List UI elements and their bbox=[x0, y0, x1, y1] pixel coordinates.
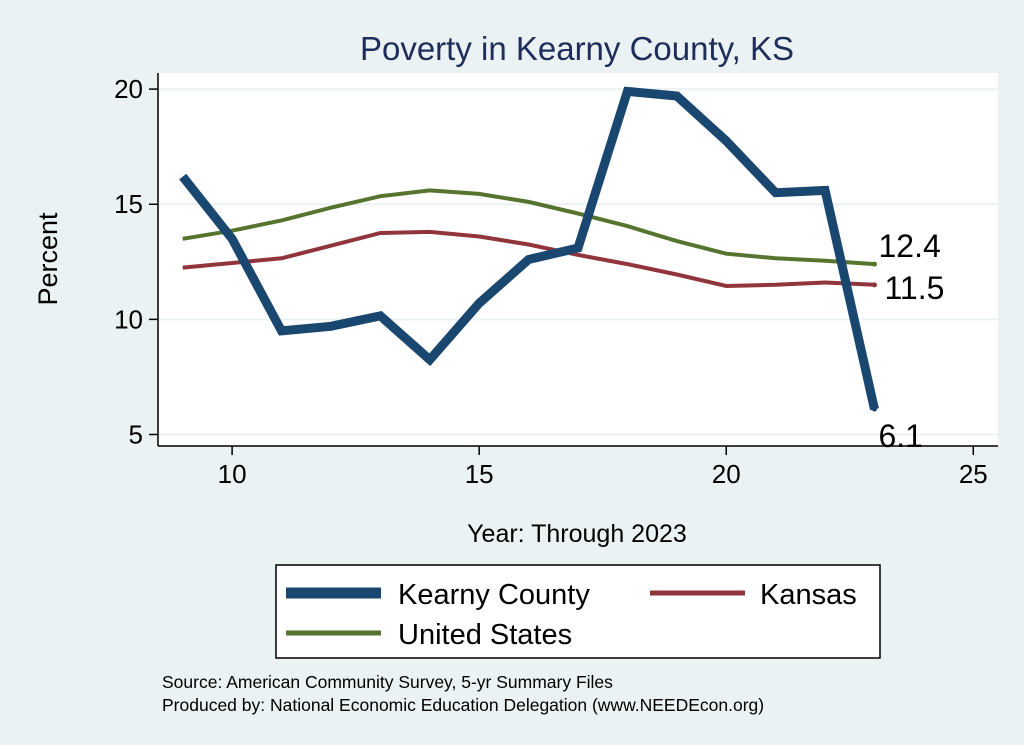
produced-by-note: Produced by: National Economic Education… bbox=[162, 695, 764, 715]
x-tick-label: 25 bbox=[959, 459, 988, 489]
end-label-kansas: 11.5 bbox=[884, 270, 944, 306]
series-line-united-states bbox=[182, 188, 875, 267]
series-end-point-kansas bbox=[871, 282, 877, 288]
end-labels: 6.1 11.5 12.4 bbox=[878, 228, 944, 454]
y-tick-label: 20 bbox=[114, 74, 143, 104]
y-tick-label: 10 bbox=[114, 304, 143, 334]
x-tick-label: 10 bbox=[218, 459, 247, 489]
legend-box bbox=[275, 564, 881, 659]
y-tick-label: 5 bbox=[129, 419, 143, 449]
legend-label-united-states: United States bbox=[398, 619, 572, 651]
axis-ticks: 5 10 15 20 10 15 20 25 bbox=[114, 74, 988, 489]
legend-label-kansas: Kansas bbox=[760, 579, 857, 611]
series-line-kearny-county bbox=[179, 86, 879, 411]
legend: Kearny County Kansas United States bbox=[275, 564, 881, 659]
y-axis-label: Percent bbox=[33, 212, 63, 306]
series-lines bbox=[179, 86, 879, 412]
series-end-point-united-states bbox=[871, 261, 877, 267]
end-label-kearny-county: 6.1 bbox=[878, 418, 922, 454]
chart-title: Poverty in Kearny County, KS bbox=[360, 30, 794, 67]
series-line-kansas bbox=[182, 229, 875, 289]
x-tick-label: 15 bbox=[465, 459, 494, 489]
plot-area bbox=[158, 73, 998, 446]
x-tick-label: 20 bbox=[712, 459, 741, 489]
y-tick-label: 15 bbox=[114, 189, 143, 219]
end-label-united-states: 12.4 bbox=[878, 228, 940, 264]
legend-label-kearny-county: Kearny County bbox=[398, 579, 590, 611]
x-axis-label: Year: Through 2023 bbox=[467, 520, 687, 548]
series-end-point-kearny-county bbox=[871, 406, 877, 412]
source-note: Source: American Community Survey, 5-yr … bbox=[162, 672, 613, 692]
